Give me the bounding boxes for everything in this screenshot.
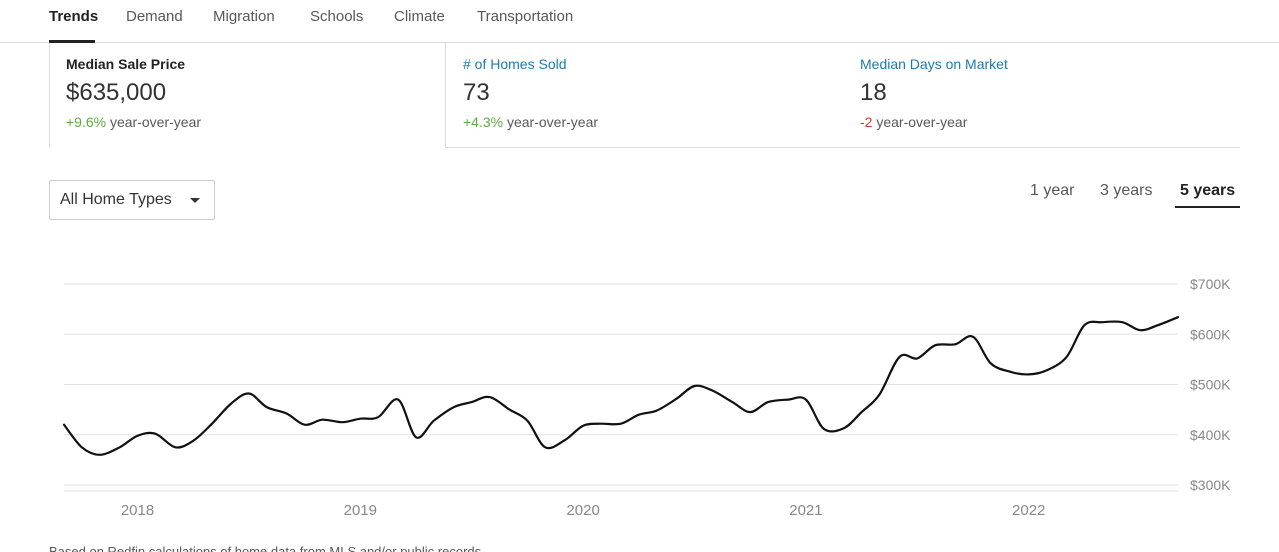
stats-row: Median Sale Price $635,000 +9.6% year-ov… (49, 43, 1240, 148)
stat-label: # of Homes Sold (463, 56, 567, 72)
stat-change: +9.6% year-over-year (66, 114, 201, 130)
change-amount: -2 (860, 114, 873, 130)
x-tick-label: 2021 (789, 502, 822, 519)
x-tick-label: 2018 (121, 502, 154, 519)
tab-transportation[interactable]: Transportation (477, 8, 574, 25)
y-tick-label: $700K (1190, 276, 1231, 292)
tab-bar: Trends Demand Migration Schools Climate … (0, 0, 1279, 43)
home-type-selected: All Home Types (60, 191, 172, 208)
footnote: Based on Redfin calculations of home dat… (49, 544, 485, 552)
stat-homes-sold[interactable]: # of Homes Sold 73 +4.3% year-over-year (446, 43, 843, 148)
change-suffix: year-over-year (503, 114, 599, 130)
range-5-years[interactable]: 5 years (1180, 182, 1236, 199)
tab-migration[interactable]: Migration (213, 8, 275, 25)
stat-change: -2 year-over-year (860, 114, 967, 130)
y-tick-label: $500K (1190, 377, 1231, 393)
x-tick-label: 2020 (566, 502, 599, 519)
stat-days-on-market[interactable]: Median Days on Market 18 -2 year-over-ye… (843, 43, 1240, 148)
active-range-indicator (1175, 206, 1240, 208)
tab-demand[interactable]: Demand (126, 8, 183, 25)
change-amount: +9.6% (66, 114, 107, 130)
stat-label: Median Days on Market (860, 56, 1008, 72)
median-sale-price-chart: $700K $600K $500K $400K $300K 2018 2019 2020 202… (62, 276, 1231, 519)
change-suffix: year-over-year (872, 114, 968, 130)
stat-value: $635,000 (66, 79, 167, 106)
home-type-dropdown[interactable]: All Home Types (49, 180, 215, 220)
y-tick-label: $600K (1190, 326, 1231, 342)
tab-trends[interactable]: Trends (49, 8, 99, 25)
x-tick-label: 2019 (344, 502, 377, 519)
stat-value: 73 (463, 79, 490, 106)
tab-climate[interactable]: Climate (394, 8, 445, 25)
x-tick-label: 2022 (1012, 502, 1045, 519)
range-1-year[interactable]: 1 year (1030, 182, 1075, 199)
y-tick-label: $300K (1190, 477, 1231, 493)
tab-schools[interactable]: Schools (310, 8, 364, 25)
stat-change: +4.3% year-over-year (463, 114, 598, 130)
series-line (62, 316, 1180, 456)
y-tick-label: $400K (1190, 427, 1231, 443)
active-tab-indicator (49, 40, 95, 43)
stat-label: Median Sale Price (66, 56, 186, 72)
range-3-years[interactable]: 3 years (1100, 182, 1153, 199)
change-amount: +4.3% (463, 114, 504, 130)
caret-down-icon (190, 198, 200, 203)
stat-median-sale-price[interactable]: Median Sale Price $635,000 +9.6% year-ov… (49, 43, 446, 148)
change-suffix: year-over-year (106, 114, 202, 130)
stat-value: 18 (860, 79, 887, 106)
